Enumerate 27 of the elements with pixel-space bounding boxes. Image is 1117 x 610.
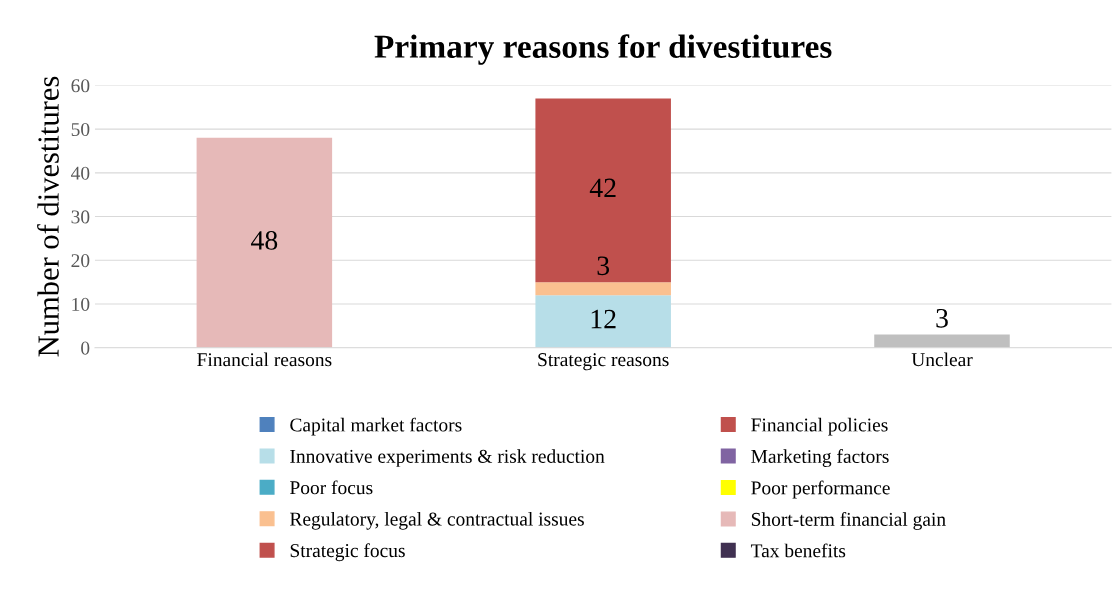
legend-label: Regulatory, legal & contractual issues xyxy=(290,511,584,530)
y-tick-label: 50 xyxy=(71,122,90,137)
legend-label: Innovative experiments & risk reduction xyxy=(290,449,605,467)
legend-label: Poor focus xyxy=(290,480,373,495)
legend-label: Financial policies xyxy=(751,417,888,436)
legend-label: Short-term financial gain xyxy=(751,512,946,530)
data-label: 42 xyxy=(589,178,616,197)
legend-label: Strategic focus xyxy=(290,543,405,562)
data-label: 3 xyxy=(936,308,948,328)
chart-title: Primary reasons for divestitures xyxy=(374,34,832,65)
x-tick-label: Unclear xyxy=(911,352,973,367)
y-tick-label: 10 xyxy=(72,297,90,311)
x-tick-label: Financial reasons xyxy=(197,352,332,367)
y-tick-label: 20 xyxy=(71,254,90,268)
y-axis-title: Number of divestitures xyxy=(37,76,59,357)
legend-label: Poor performance xyxy=(751,480,890,499)
data-label: 3 xyxy=(597,256,610,276)
legend-label: Tax benefits xyxy=(750,543,846,558)
x-tick-label: Strategic reasons xyxy=(538,353,669,371)
legend-label: Marketing factors xyxy=(751,449,889,467)
y-tick-label: 40 xyxy=(71,166,90,180)
y-tick-label: 30 xyxy=(71,210,90,224)
y-tick-label: 0 xyxy=(81,341,90,355)
y-tick-label: 60 xyxy=(71,79,90,93)
data-label: 48 xyxy=(251,230,278,250)
legend-label: Capital market factors xyxy=(290,417,462,436)
data-label: 12 xyxy=(591,309,616,329)
